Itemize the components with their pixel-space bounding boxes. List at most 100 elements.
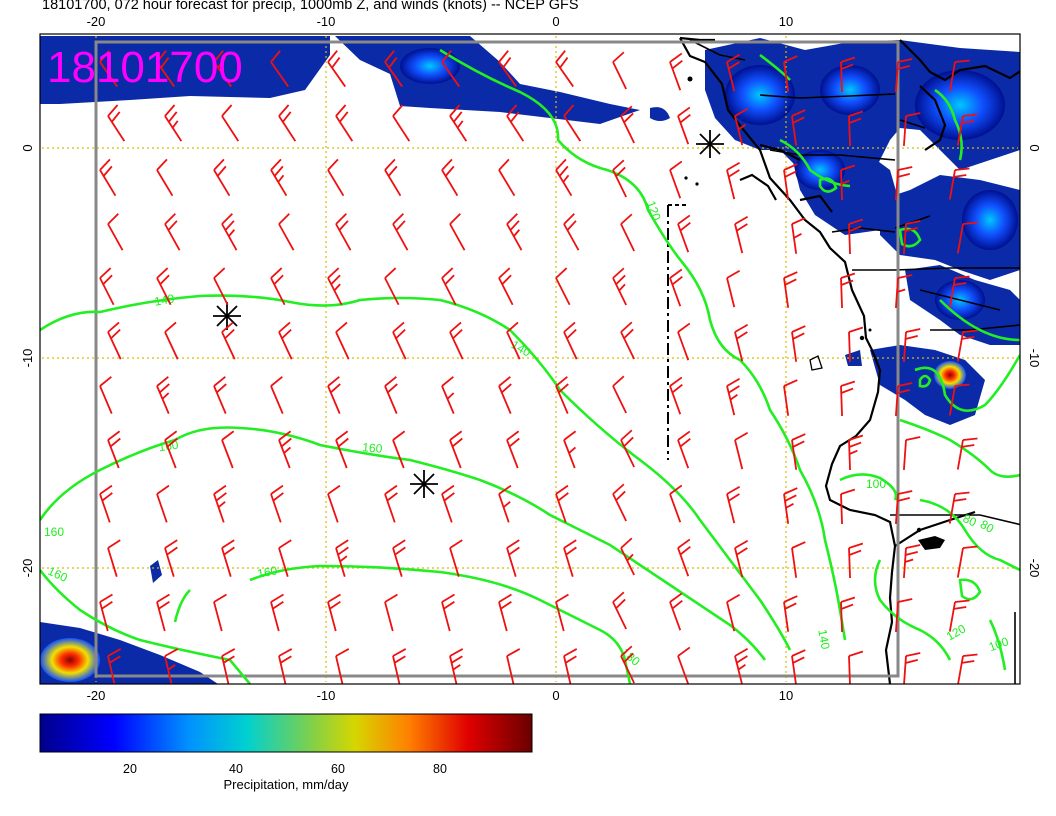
wind-barb	[677, 106, 691, 145]
wind-barb	[498, 593, 512, 632]
wind-barb	[221, 321, 236, 360]
wind-barb	[498, 158, 516, 197]
wind-barb	[734, 107, 749, 146]
contour-label: 80	[961, 511, 979, 529]
contour-label: 160	[256, 563, 278, 580]
wind-barb	[620, 321, 635, 360]
wind-barb	[612, 267, 627, 306]
wind-barb	[441, 267, 457, 306]
wind-barb	[335, 104, 354, 142]
wind-barb	[726, 593, 741, 632]
wind-barb	[895, 598, 913, 632]
wind-barb	[555, 593, 569, 632]
wind-barb	[677, 214, 691, 253]
wind-barb	[156, 50, 175, 88]
wind-barb	[840, 164, 856, 201]
wind-barb	[726, 377, 741, 416]
wind-barb	[441, 50, 460, 88]
wind-barb	[677, 646, 691, 684]
wind-barb	[441, 484, 455, 523]
wind-barb	[156, 158, 174, 197]
y-tick-label-left: 0	[20, 144, 35, 151]
wind-barb	[384, 50, 403, 88]
wind-barb	[327, 484, 341, 523]
wind-barb	[392, 104, 411, 142]
wind-barb	[612, 375, 627, 414]
x-tick-label-bottom: -10	[317, 688, 336, 703]
x-tick-label-top: -20	[87, 14, 106, 29]
wind-barb	[278, 430, 292, 469]
wind-barb	[791, 433, 806, 470]
wind-barb	[848, 110, 864, 147]
wind-barb	[335, 321, 350, 360]
wind-barb	[669, 268, 683, 307]
wind-barb	[498, 376, 512, 414]
islands	[684, 76, 945, 550]
wind-barb	[392, 648, 407, 684]
wind-barb	[506, 648, 521, 684]
wind-barb	[107, 104, 126, 142]
wind-barb	[384, 484, 398, 523]
wind-barb	[956, 329, 978, 362]
wind-barb	[506, 104, 525, 142]
inner-frame	[94, 40, 900, 678]
wind-barb	[99, 593, 113, 632]
wind-barb	[903, 328, 921, 362]
wind-barb	[895, 166, 913, 200]
wind-barb	[221, 648, 236, 684]
wind-barb	[555, 50, 574, 88]
colorbar-tick-label: 20	[123, 762, 137, 776]
wind-barb	[791, 649, 806, 684]
wind-barb	[669, 160, 683, 199]
colorbar-tick-label: 80	[433, 762, 447, 776]
wind-barbs	[99, 50, 978, 684]
colorbar-tick-label: 60	[331, 762, 345, 776]
wind-barb	[895, 58, 913, 92]
wind-barb	[506, 213, 523, 251]
colorbar-label: Precipitation, mm/day	[224, 777, 349, 792]
wind-barb	[449, 104, 468, 142]
wind-barb	[783, 163, 798, 200]
wind-barb	[278, 321, 293, 360]
wind-barb	[612, 483, 627, 522]
x-tick-label-top: 10	[779, 14, 793, 29]
wind-barb	[270, 50, 289, 88]
wind-barb	[498, 484, 512, 523]
wind-barb	[555, 267, 571, 306]
wind-barb	[669, 52, 683, 91]
wind-barb	[903, 220, 921, 254]
wind-barb	[948, 599, 970, 632]
wind-barb	[164, 648, 179, 684]
geopotential-contours	[40, 48, 1020, 684]
wind-barb	[335, 539, 349, 577]
wind-barb	[840, 56, 856, 93]
wind-barb	[840, 272, 856, 309]
wind-barb	[612, 159, 627, 198]
wind-barb	[221, 104, 240, 142]
wind-barb	[441, 593, 455, 632]
wind-barb	[449, 430, 463, 469]
x-tick-label-top: -10	[317, 14, 336, 29]
wind-barb	[677, 538, 691, 577]
wind-barb	[335, 213, 352, 251]
center-marker	[410, 470, 438, 498]
y-tick-label-left: -20	[20, 559, 35, 578]
wind-barb	[956, 653, 978, 684]
wind-barb	[903, 544, 921, 578]
wind-barb	[99, 158, 117, 197]
wind-barb	[620, 537, 635, 576]
wind-barb	[956, 113, 978, 146]
contour-label: 140	[509, 337, 534, 359]
wind-barb	[840, 488, 856, 525]
wind-barb	[99, 50, 118, 88]
wind-barb	[620, 213, 635, 252]
contour-label: 120	[944, 621, 969, 643]
wind-barb	[563, 104, 582, 142]
contour-label: 160	[362, 440, 383, 456]
wind-barb	[726, 269, 741, 308]
wind-barb	[213, 267, 229, 306]
wind-barb	[840, 596, 856, 633]
wind-barb	[213, 50, 232, 88]
wind-barb	[734, 539, 749, 578]
x-tick-label-top: 0	[552, 14, 559, 29]
